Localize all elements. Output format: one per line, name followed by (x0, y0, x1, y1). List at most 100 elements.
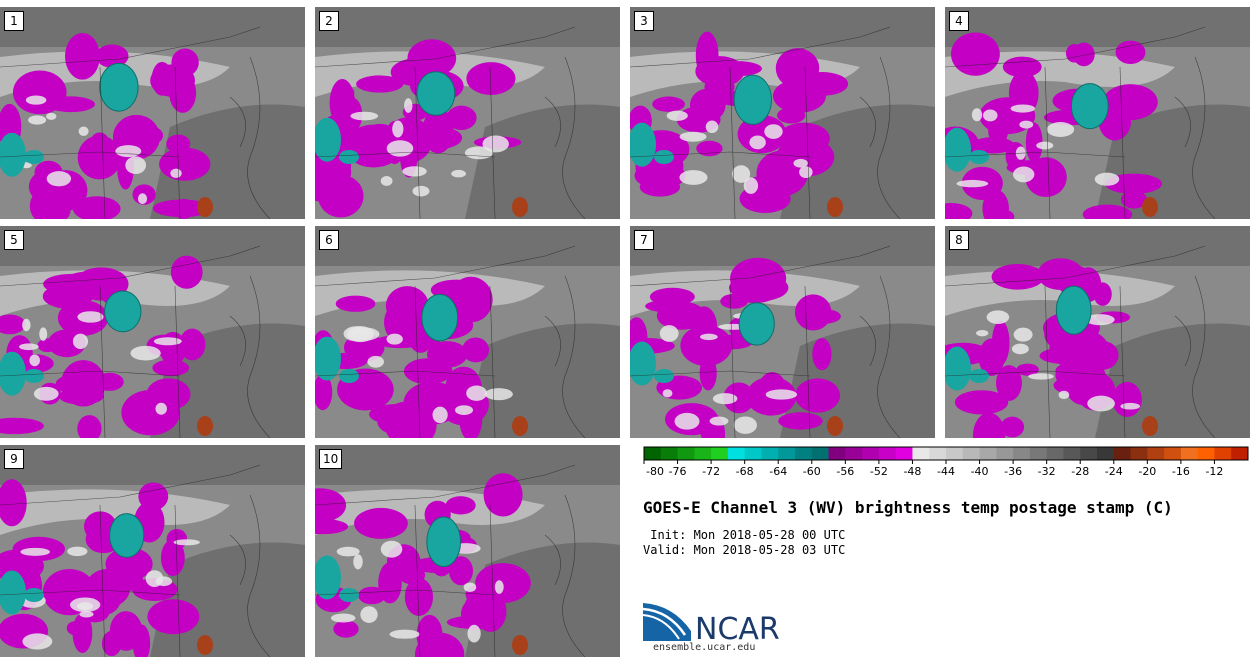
init-time: Init: Mon 2018-05-28 00 UTC (643, 528, 846, 542)
political-boundaries (0, 26, 271, 219)
panel-number: 1 (4, 11, 24, 31)
political-boundaries (945, 245, 1216, 438)
colorbar-swatch (1180, 447, 1199, 460)
colorbar-tick-label: -24 (1105, 465, 1123, 476)
political-boundaries (630, 26, 901, 219)
coldest-top-region (426, 516, 462, 568)
stamp-panel-10: 10 (315, 445, 620, 657)
political-boundaries (0, 464, 271, 657)
colorbar-tick-label: -56 (836, 465, 854, 476)
colorbar-swatch (778, 447, 796, 460)
warm-dry-region (827, 416, 843, 436)
colorbar-swatch (1080, 447, 1098, 460)
colorbar-swatch (1197, 447, 1215, 460)
political-boundaries (0, 245, 271, 438)
coldest-top-region (315, 117, 341, 162)
valid-time: Valid: Mon 2018-05-28 03 UTC (643, 543, 846, 557)
panel-number: 5 (4, 230, 24, 250)
colorbar-swatch (711, 447, 729, 460)
wv-map (315, 445, 620, 657)
source-url: ensemble.ucar.edu (653, 642, 756, 653)
stamp-panel-9: 9 (0, 445, 305, 657)
colorbar-swatch (1046, 447, 1064, 460)
panel-number: 4 (949, 11, 969, 31)
stamp-panel-8: 8 (945, 226, 1250, 438)
ncar-logo: NCAR (643, 603, 780, 643)
warm-dry-region (1142, 416, 1158, 436)
colorbar-swatch (979, 447, 997, 460)
colorbar-swatch (895, 447, 913, 460)
colorbar-swatch (1097, 447, 1115, 460)
colorbar-swatch (660, 447, 679, 460)
colorbar-swatch (962, 447, 981, 460)
colorbar-tick-label: -80 (646, 465, 664, 476)
political-boundaries (315, 464, 586, 657)
colorbar-swatch (845, 447, 863, 460)
coldest-top-region (104, 290, 142, 333)
coldest-top-region (945, 127, 971, 172)
colorbar-tick-label: -48 (903, 465, 921, 476)
panel-number: 3 (634, 11, 654, 31)
colorbar-tick-label: -36 (1004, 465, 1022, 476)
wv-map (315, 226, 620, 438)
coldest-top-region (315, 336, 341, 381)
warm-dry-region (197, 197, 213, 217)
colorbar-swatch (929, 447, 947, 460)
colorbar-tick-label: -20 (1138, 465, 1156, 476)
wv-map (315, 7, 620, 219)
panel-number: 2 (319, 11, 339, 31)
colorbar-tick-label: -40 (971, 465, 989, 476)
wv-map (630, 226, 935, 438)
colorbar-swatch (946, 447, 964, 460)
colorbar-swatch (1164, 447, 1182, 460)
colorbar-tick-label: -68 (736, 465, 754, 476)
coldest-top-region (0, 132, 26, 177)
panel-number: 8 (949, 230, 969, 250)
coldest-top-region (315, 555, 341, 600)
stamp-panel-3: 3 (630, 7, 935, 219)
warm-dry-region (197, 635, 213, 655)
colorbar-swatch (761, 447, 779, 460)
panel-number: 9 (4, 449, 24, 469)
colorbar-swatch (644, 447, 662, 460)
colorbar-tick-label: -52 (870, 465, 888, 476)
coldest-top-region (416, 71, 456, 116)
colorbar-swatch (996, 447, 1014, 460)
colorbar-tick-label: -76 (669, 465, 687, 476)
colorbar-swatch (727, 447, 746, 460)
colorbar-swatch (744, 447, 762, 460)
coldest-top-region (99, 62, 139, 112)
warm-dry-region (197, 416, 213, 436)
colorbar-swatch (912, 447, 930, 460)
colorbar-tick-label: -12 (1205, 465, 1223, 476)
figure-title: GOES-E Channel 3 (WV) brightness temp po… (643, 498, 1173, 517)
wv-map (0, 445, 305, 657)
coldest-top-region (421, 293, 459, 342)
coldest-top-region (733, 74, 773, 125)
political-boundaries (315, 26, 586, 219)
warm-dry-region (827, 197, 843, 217)
colorbar-tick-label: -44 (937, 465, 955, 476)
coldest-top-region (630, 122, 656, 167)
wv-map (0, 7, 305, 219)
panel-number: 7 (634, 230, 654, 250)
colorbar-swatch (811, 447, 830, 460)
colorbar-tick-label: -64 (769, 465, 787, 476)
coldest-top-region (109, 513, 145, 558)
coldest-top-region (1055, 285, 1092, 335)
coldest-top-region (1070, 83, 1109, 130)
political-boundaries (630, 245, 901, 438)
warm-dry-region (512, 416, 528, 436)
wv-map (0, 226, 305, 438)
coldest-top-region (0, 351, 26, 396)
stamp-panel-6: 6 (315, 226, 620, 438)
logo-text: NCAR (695, 612, 780, 643)
colorbar-swatch (878, 447, 897, 460)
colorbar-swatch (1214, 447, 1232, 460)
wv-map (945, 7, 1250, 219)
colorbar-swatch (1113, 447, 1132, 460)
colorbar-tick-label: -28 (1071, 465, 1089, 476)
colorbar-tick-label: -32 (1038, 465, 1056, 476)
warm-dry-region (1142, 197, 1158, 217)
colorbar-swatch (862, 447, 880, 460)
